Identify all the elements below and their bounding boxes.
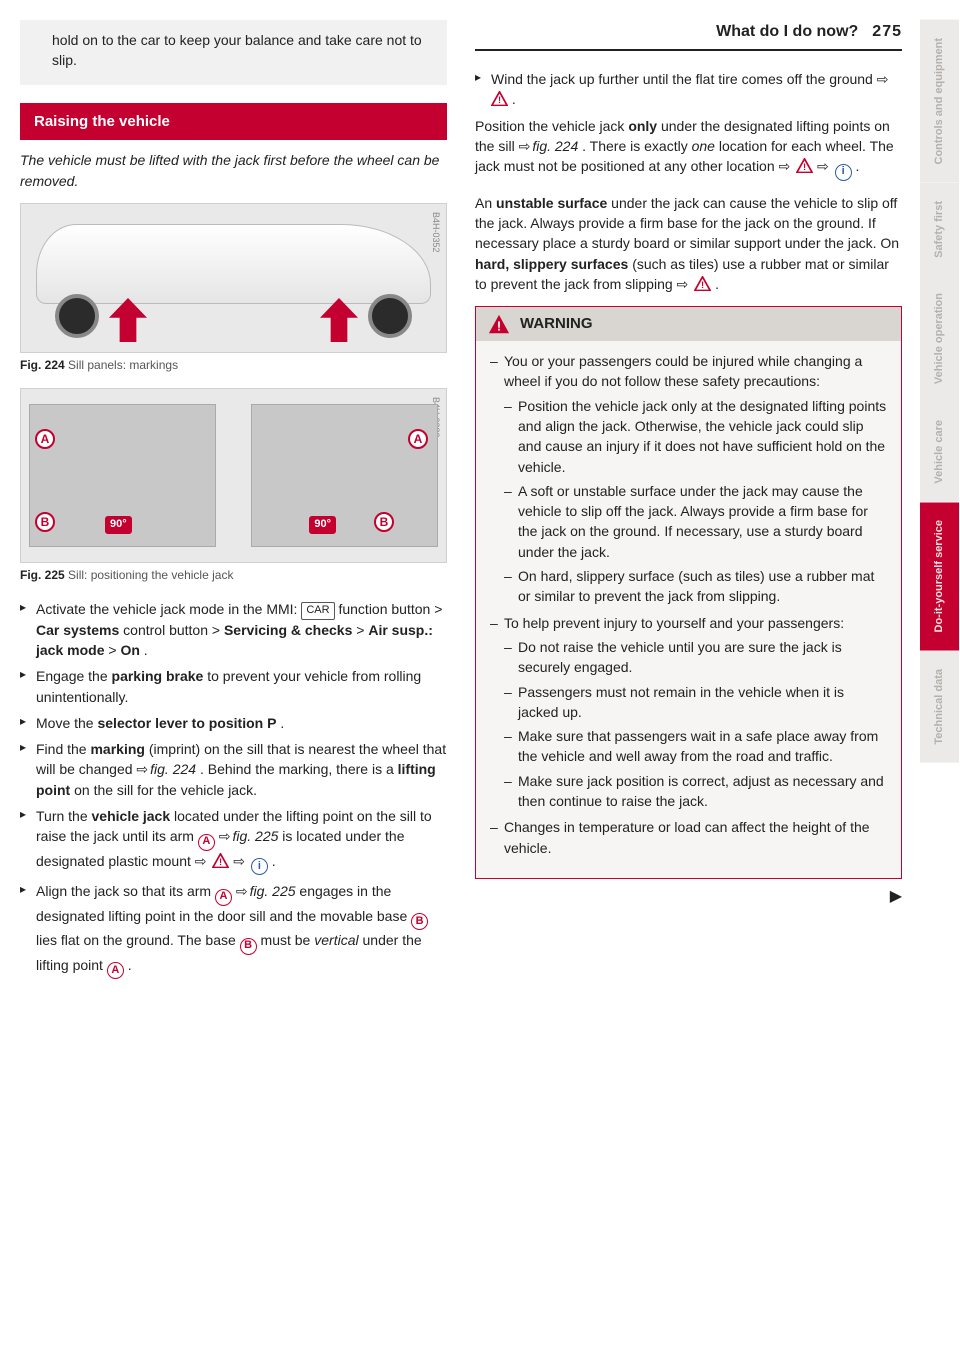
warn-item-3: Changes in temperature or load can affec… <box>490 817 887 858</box>
left-column: hold on to the car to keep your balance … <box>20 20 447 985</box>
continuation-text: hold on to the car to keep your balance … <box>52 32 422 68</box>
ref-arrow-icon <box>779 158 793 174</box>
angle-90-right: 90° <box>309 516 336 534</box>
warning-triangle-icon: ! <box>488 314 510 334</box>
warning-head: ! WARNING <box>476 307 901 341</box>
warn-sublist-1: Position the vehicle jack only at the de… <box>504 396 887 607</box>
ref-info-icon: i <box>251 858 268 875</box>
svg-text:!: ! <box>701 280 704 290</box>
warning-triangle-icon: ! <box>212 853 229 868</box>
rear-wheel-icon <box>368 294 412 338</box>
angle-90-left: 90° <box>105 516 132 534</box>
warning-box: ! WARNING You or your passengers could b… <box>475 306 902 879</box>
ref-a-icon: A <box>215 889 232 906</box>
tab-controls[interactable]: Controls and equipment <box>920 20 960 183</box>
ref-arrow-icon <box>136 761 150 777</box>
svg-text:!: ! <box>498 95 501 105</box>
warn-2a: Do not raise the vehicle until you are s… <box>504 637 887 678</box>
warn-2d: Make sure jack position is correct, adju… <box>504 771 887 812</box>
warn-sublist-2: Do not raise the vehicle until you are s… <box>504 637 887 811</box>
continuation-note: hold on to the car to keep your balance … <box>20 20 447 85</box>
section-subtitle: The vehicle must be lifted with the jack… <box>20 150 447 191</box>
ref-b-icon: B <box>240 938 257 955</box>
right-column: What do I do now? 275 Wind the jack up f… <box>475 20 902 985</box>
step-7: Wind the jack up further until the flat … <box>475 69 902 110</box>
body-para-1: Position the vehicle jack only under the… <box>475 116 902 181</box>
figure-224-caption: Fig. 224 Sill panels: markings <box>20 357 447 374</box>
side-tabs: Controls and equipment Safety first Vehi… <box>920 20 960 985</box>
warning-list: You or your passengers could be injured … <box>490 351 887 858</box>
svg-text:!: ! <box>219 856 222 866</box>
procedure-steps: Activate the vehicle jack mode in the MM… <box>20 599 447 979</box>
lift-arrow-front-icon <box>109 298 147 342</box>
warn-2c: Make sure that passengers wait in a safe… <box>504 726 887 767</box>
warn-item-1: You or your passengers could be injured … <box>490 351 887 607</box>
tab-care[interactable]: Vehicle care <box>920 402 960 502</box>
section-banner: Raising the vehicle <box>20 103 447 141</box>
step-4: Find the marking (imprint) on the sill t… <box>20 739 447 800</box>
ref-arrow-icon <box>236 883 250 899</box>
step-3: Move the selector lever to position P . <box>20 713 447 733</box>
continued-arrow-icon: ▶ <box>475 885 902 908</box>
figure-224-code: B4H-0352 <box>429 212 442 253</box>
step-5: Turn the vehicle jack located under the … <box>20 806 447 875</box>
step-6: Align the jack so that its arm A fig. 22… <box>20 881 447 979</box>
warn-1c: On hard, slippery surface (such as tiles… <box>504 566 887 607</box>
ref-arrow-icon <box>219 828 233 844</box>
warning-triangle-icon: ! <box>491 91 508 106</box>
chapter-title: What do I do now? <box>716 20 858 43</box>
ref-arrow-icon <box>817 158 831 174</box>
running-head: What do I do now? 275 <box>475 20 902 51</box>
ref-arrow-icon <box>233 853 247 869</box>
warn-item-2: To help prevent injury to yourself and y… <box>490 613 887 812</box>
ref-arrow-icon <box>677 276 691 292</box>
warn-2b: Passengers must not remain in the vehicl… <box>504 682 887 723</box>
front-wheel-icon <box>55 294 99 338</box>
page-number: 275 <box>872 20 902 43</box>
step-1: Activate the vehicle jack mode in the MM… <box>20 599 447 661</box>
ref-a-icon: A <box>198 834 215 851</box>
svg-text:!: ! <box>497 319 501 334</box>
tab-operation[interactable]: Vehicle operation <box>920 275 960 402</box>
ref-arrow-icon <box>519 138 533 154</box>
warn-1a: Position the vehicle jack only at the de… <box>504 396 887 477</box>
ref-b-icon: B <box>411 913 428 930</box>
warning-triangle-icon: ! <box>796 158 813 173</box>
car-button-key: CAR <box>301 602 334 620</box>
warn-1b: A soft or unstable surface under the jac… <box>504 481 887 562</box>
lift-arrow-rear-icon <box>320 298 358 342</box>
svg-text:!: ! <box>803 162 806 172</box>
figure-225-caption: Fig. 225 Sill: positioning the vehicle j… <box>20 567 447 584</box>
figure-224: B4H-0352 <box>20 203 447 353</box>
warning-title: WARNING <box>520 313 593 335</box>
body-para-2: An unstable surface under the jack can c… <box>475 193 902 294</box>
ref-arrow-icon <box>877 71 891 87</box>
procedure-steps-cont: Wind the jack up further until the flat … <box>475 69 902 110</box>
tab-safety[interactable]: Safety first <box>920 183 960 276</box>
jack-photo-right <box>251 404 438 547</box>
tab-diy[interactable]: Do-it-yourself service <box>920 502 960 650</box>
ref-arrow-icon <box>195 853 209 869</box>
ref-info-icon: i <box>835 164 852 181</box>
figure-225: B4H-0280 A B A B 90° 90° <box>20 388 447 563</box>
step-2: Engage the parking brake to prevent your… <box>20 666 447 707</box>
car-silhouette <box>36 224 431 304</box>
ref-a-icon: A <box>107 962 124 979</box>
tab-technical[interactable]: Technical data <box>920 651 960 763</box>
warning-triangle-icon: ! <box>694 276 711 291</box>
